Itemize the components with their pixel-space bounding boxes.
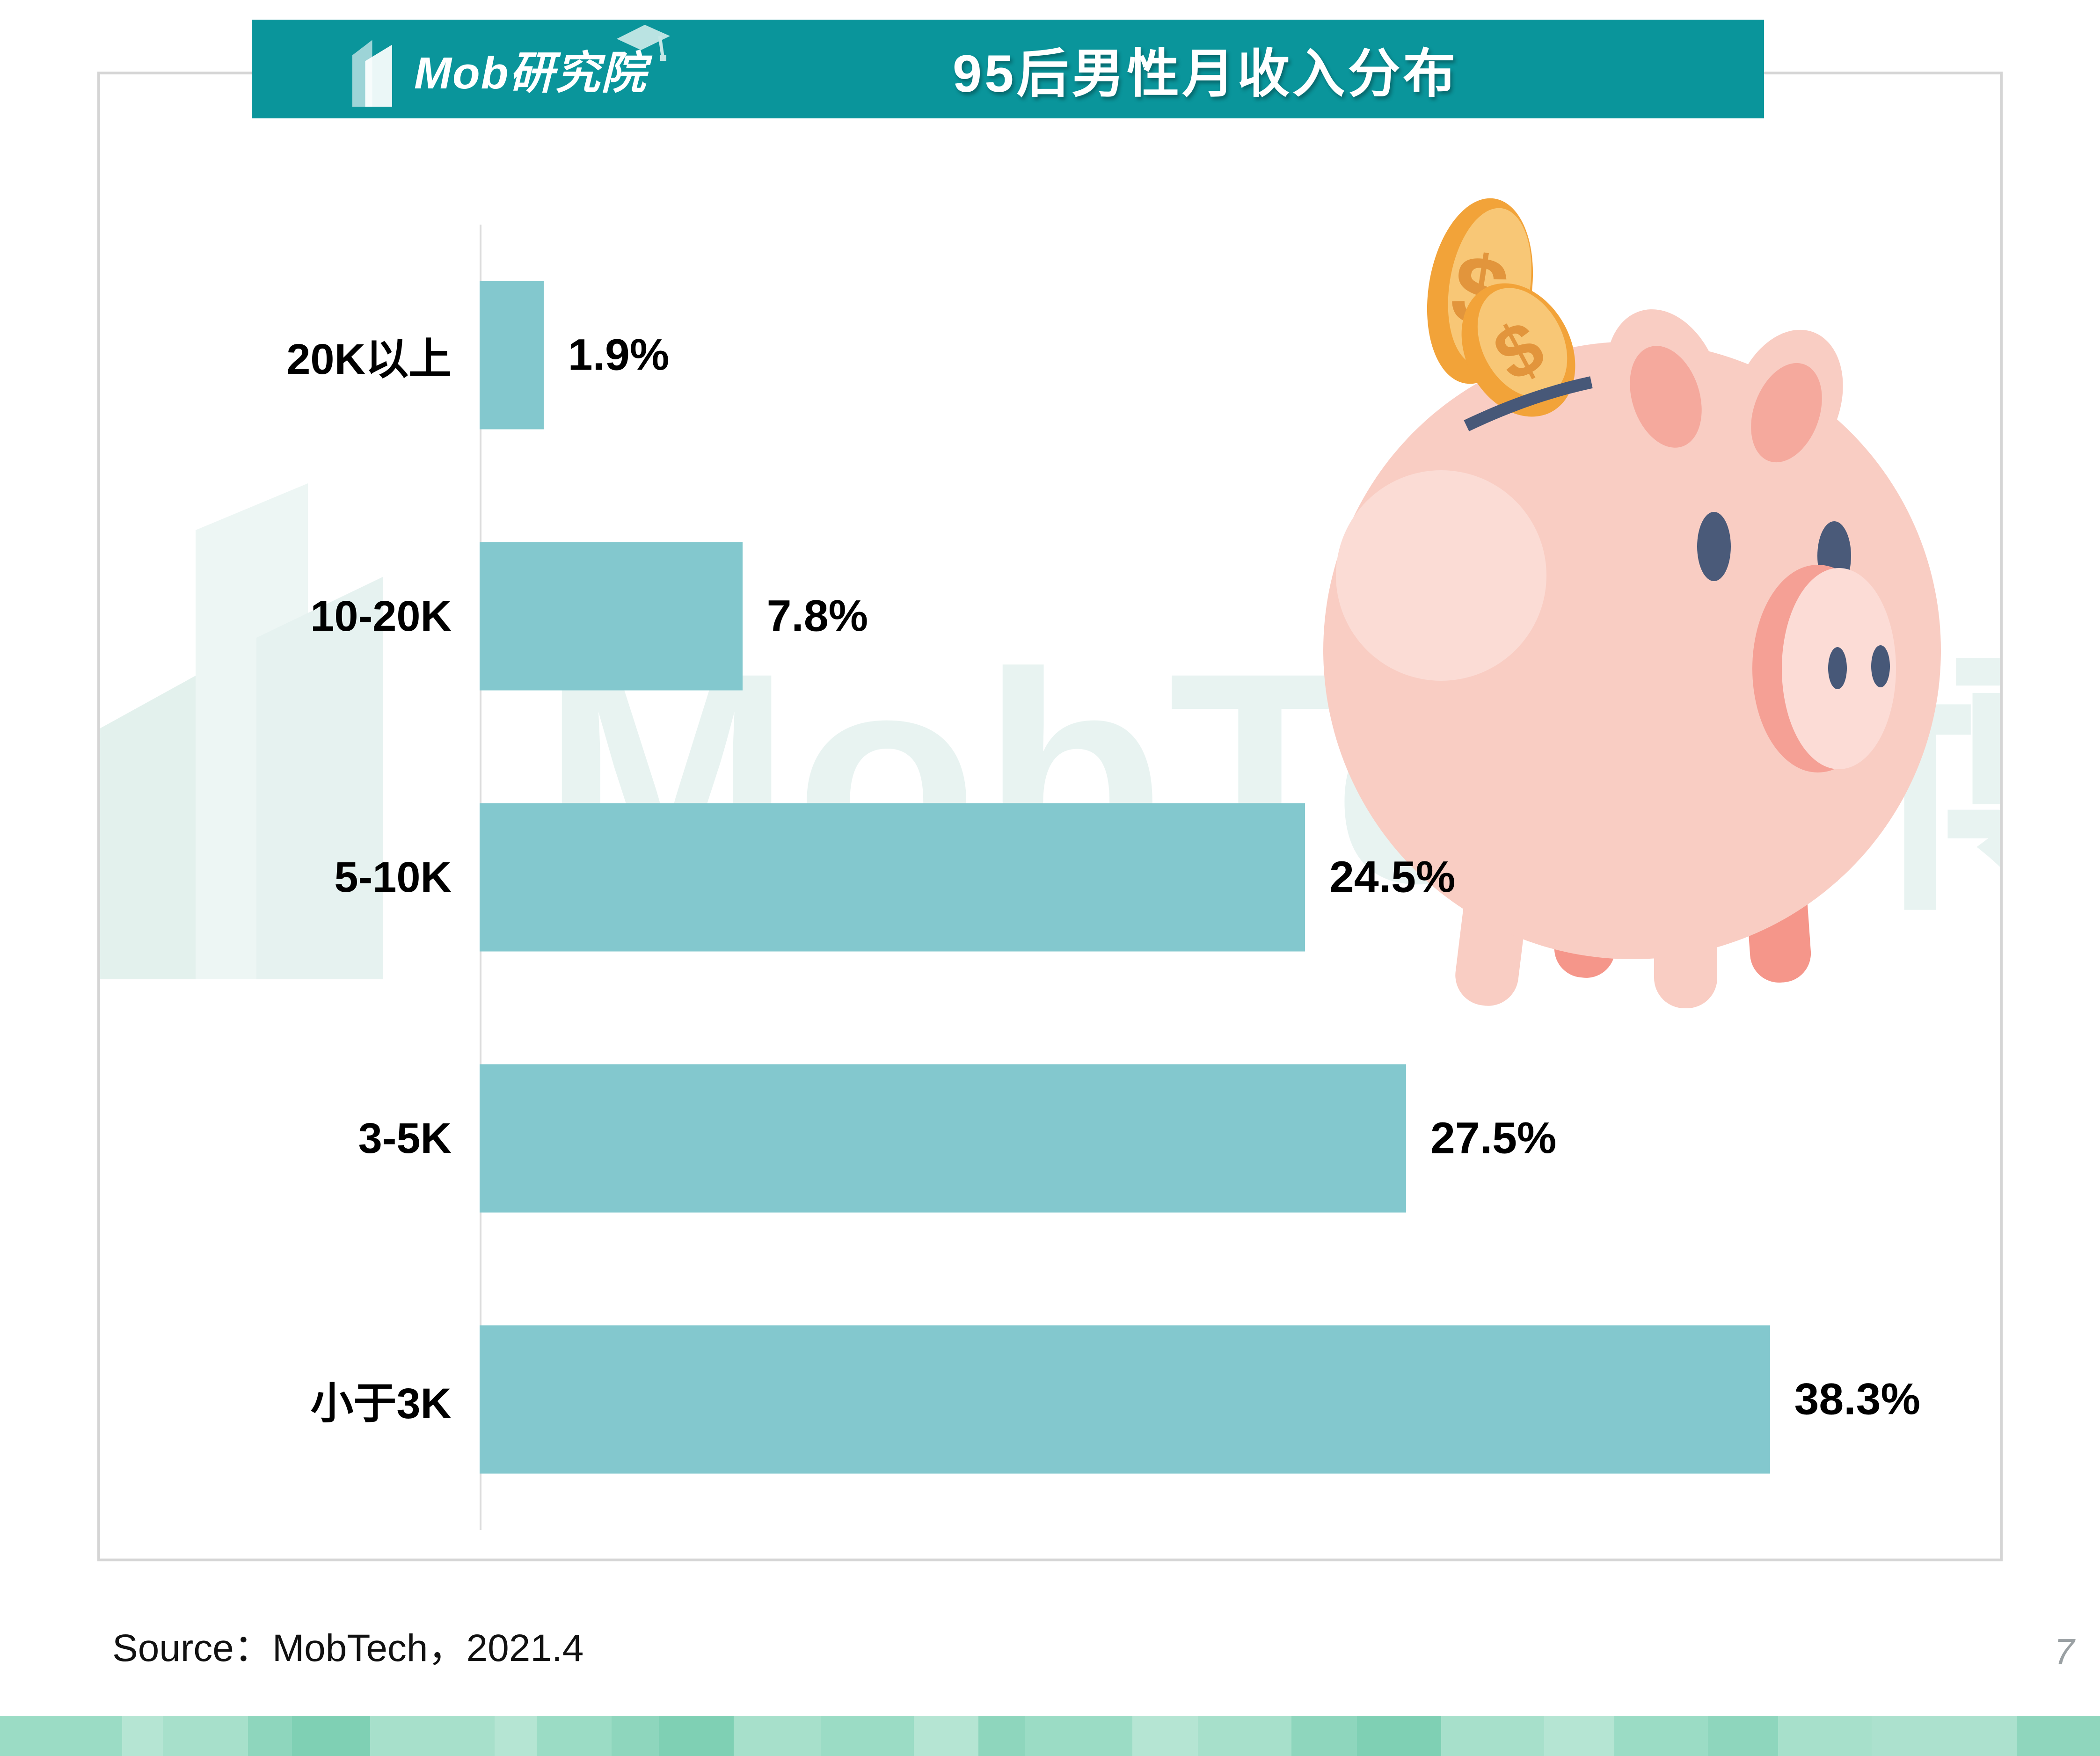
footer-decor-strip	[0, 1716, 2100, 1756]
footer-strip-segment	[978, 1716, 1025, 1756]
bar-row: 20K以上 1.9%	[140, 225, 1827, 486]
chart-title: 95后男性月收入分布	[952, 44, 1458, 103]
bar	[480, 542, 743, 691]
footer-strip-segment	[248, 1716, 292, 1756]
value-label: 7.8%	[766, 591, 868, 641]
bar-track: 1.9%	[480, 225, 1827, 486]
logo-text: Mob研究院	[414, 48, 647, 98]
header-bar: Mob研究院 95后男性月收入分布	[252, 20, 1764, 118]
footer-strip-segment	[1198, 1716, 1291, 1756]
bar-chart: 20K以上 1.9% 10-20K 7.8% 5-10K 24.5% 3-5K 27.5% 小于…	[140, 225, 1920, 1530]
footer-strip-segment	[659, 1716, 734, 1756]
footer-strip-segment	[2017, 1716, 2100, 1756]
footer-strip-segment	[1544, 1716, 1614, 1756]
footer-strip-segment	[1291, 1716, 1357, 1756]
footer-strip-segment	[163, 1716, 248, 1756]
bar-track: 7.8%	[480, 486, 1827, 747]
footer-strip-segment	[1872, 1716, 2017, 1756]
piggy-bank-illustration: $ $	[1323, 198, 1941, 1008]
footer-strip-segment	[612, 1716, 659, 1756]
footer-strip-segment	[1614, 1716, 1708, 1756]
building-icon	[352, 40, 392, 107]
footer-strip-segment	[1441, 1716, 1544, 1756]
footer-strip-segment	[1357, 1716, 1441, 1756]
value-label: 27.5%	[1430, 1113, 1557, 1163]
footer-strip-segment	[1132, 1716, 1198, 1756]
bar-row: 10-20K 7.8%	[140, 486, 1827, 747]
mob-research-logo: Mob研究院	[345, 24, 671, 109]
category-label: 10-20K	[310, 592, 452, 640]
category-label: 5-10K	[334, 853, 452, 901]
bar-rows: 20K以上 1.9% 10-20K 7.8% 5-10K 24.5% 3-5K 27.5% 小于…	[140, 225, 1920, 1530]
footer-strip-segment	[734, 1716, 821, 1756]
bar	[480, 1064, 1406, 1213]
bar	[480, 1325, 1770, 1474]
value-label: 24.5%	[1329, 852, 1456, 902]
bar-row: 小于3K 38.3%	[140, 1269, 1920, 1530]
source-note: Source：MobTech，2021.4	[112, 1627, 584, 1669]
category-label: 3-5K	[358, 1114, 452, 1162]
bar-row: 5-10K 24.5%	[140, 747, 1827, 1008]
bar-track: 38.3%	[480, 1269, 1920, 1530]
footer-strip-segment	[1778, 1716, 1872, 1756]
footer-strip-segment	[537, 1716, 612, 1756]
graduation-cap-icon	[617, 24, 671, 61]
watermark-building-icon	[97, 483, 458, 982]
footer-strip-segment	[1708, 1716, 1778, 1756]
bar	[480, 803, 1305, 952]
footer-strip-segment	[370, 1716, 495, 1756]
bar	[480, 281, 544, 430]
value-label: 1.9%	[568, 330, 670, 380]
bar-track: 27.5%	[480, 1008, 1827, 1269]
category-label: 20K以上	[286, 335, 452, 383]
category-label: 小于3K	[310, 1379, 452, 1428]
bar-row: 3-5K 27.5%	[140, 1008, 1827, 1269]
title-wrap: 95后男性月收入分布	[647, 31, 1764, 107]
coin-icon: $	[1461, 283, 1575, 417]
footer-strip-segment	[495, 1716, 537, 1756]
footer-strip-segment	[122, 1716, 163, 1756]
footer-strip-segment	[0, 1716, 122, 1756]
footer-strip-segment	[292, 1716, 370, 1756]
bar-track: 24.5%	[480, 747, 1827, 1008]
footer-strip-segment	[1025, 1716, 1132, 1756]
page-number: 7	[2054, 1631, 2075, 1672]
footer-strip-segment	[821, 1716, 914, 1756]
value-label: 38.3%	[1794, 1374, 1920, 1424]
footer-strip-segment	[914, 1716, 978, 1756]
